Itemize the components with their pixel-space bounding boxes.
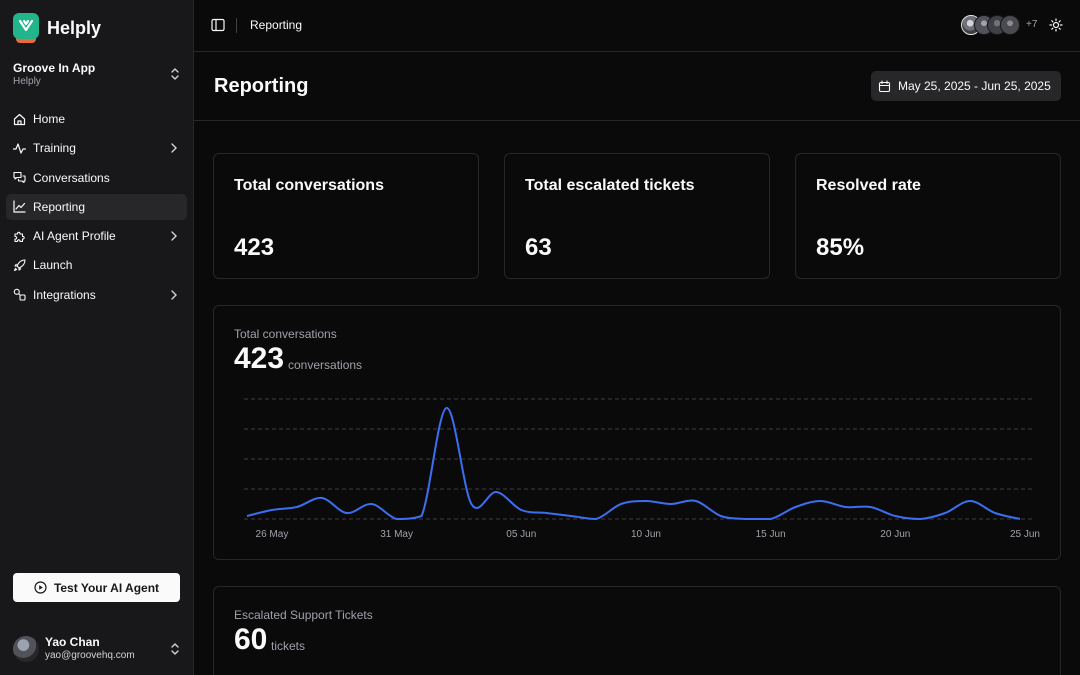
- sidebar-item-training[interactable]: Training: [6, 135, 187, 161]
- sidebar-item-home[interactable]: Home: [6, 106, 187, 132]
- test-ai-agent-label: Test Your AI Agent: [53, 580, 160, 595]
- x-tick-label: 25 Jun: [1010, 529, 1040, 540]
- user-menu[interactable]: Yao Chan yao@groovehq.com: [13, 634, 181, 664]
- home-icon: [13, 113, 26, 126]
- rocket-icon: [13, 259, 26, 272]
- workspace-switcher[interactable]: Groove In App Helply: [13, 61, 181, 91]
- sidebar-item-label: Training: [33, 141, 76, 156]
- workspace-sub: Helply: [13, 76, 41, 87]
- theme-toggle-sun-icon[interactable]: [1049, 18, 1063, 32]
- x-tick-label: 05 Jun: [506, 529, 536, 540]
- calendar-icon: [878, 79, 891, 92]
- stat-card-total-conversations: Total conversations 423: [213, 153, 479, 279]
- brand-name: Helply: [47, 17, 102, 38]
- brand[interactable]: Helply: [13, 13, 101, 43]
- stat-title: Total conversations: [234, 177, 384, 194]
- chat-icon: [13, 171, 26, 184]
- sidebar-item-label: AI Agent Profile: [33, 229, 116, 244]
- chart-total: 60: [234, 623, 268, 656]
- topbar: Reporting +7: [194, 0, 1080, 52]
- chart-line-icon: [13, 200, 26, 213]
- chart-unit: conversations: [288, 358, 363, 372]
- stat-title: Resolved rate: [816, 177, 921, 194]
- activity-icon: [13, 142, 26, 155]
- x-tick-label: 10 Jun: [631, 529, 661, 540]
- sidebar-item-conversations[interactable]: Conversations: [6, 165, 187, 191]
- conversations-chart-card: Total conversations 423 conversations 26…: [213, 305, 1061, 560]
- breadcrumb[interactable]: Reporting: [250, 18, 303, 32]
- sidebar-item-label: Integrations: [33, 287, 96, 302]
- chart-caption: Total conversations: [234, 327, 337, 341]
- chart-unit: tickets: [271, 639, 306, 653]
- helply-logo-icon: [13, 13, 39, 43]
- stat-card-escalated-tickets: Total escalated tickets 63: [504, 153, 770, 279]
- topbar-divider: [236, 18, 237, 33]
- sidebar-toggle-icon[interactable]: [211, 18, 225, 32]
- user-email: yao@groovehq.com: [45, 650, 135, 661]
- date-range-label: May 25, 2025 - Jun 25, 2025: [898, 79, 1051, 93]
- sidebar: Helply Groove In App Helply Home Trainin…: [0, 0, 194, 675]
- x-tick-label: 26 May: [256, 529, 289, 540]
- test-ai-agent-button[interactable]: Test Your AI Agent: [13, 573, 180, 602]
- sidebar-item-label: Reporting: [33, 199, 86, 214]
- page-title: Reporting: [214, 75, 309, 97]
- series-line-conversations: [246, 406, 1021, 521]
- x-tick-label: 31 May: [380, 529, 413, 540]
- collaborator-avatars[interactable]: [961, 15, 1020, 35]
- chart-total: 423: [234, 342, 285, 375]
- chevron-right-icon: [171, 290, 177, 300]
- sidebar-item-integrations[interactable]: Integrations: [6, 282, 187, 308]
- conversations-line-chart: 26 May 31 May 05 Jun 10 Jun 15 Jun 20 Jun 25 J…: [244, 398, 1040, 540]
- workspace-name: Groove In App: [13, 61, 96, 75]
- x-tick-label: 15 Jun: [756, 529, 786, 540]
- stat-value: 85%: [816, 234, 865, 261]
- avatar: [13, 636, 39, 662]
- chevrons-up-down-icon: [171, 643, 179, 655]
- stat-value: 423: [234, 234, 275, 261]
- avatar: [1000, 15, 1020, 35]
- escalated-tickets-chart-card: Escalated Support Tickets 60 tickets: [213, 586, 1061, 675]
- chart-caption: Escalated Support Tickets: [234, 608, 373, 622]
- chevron-right-icon: [171, 231, 177, 241]
- sidebar-item-reporting[interactable]: Reporting: [6, 193, 187, 220]
- date-range-picker[interactable]: May 25, 2025 - Jun 25, 2025: [871, 71, 1061, 101]
- shapes-icon: [13, 288, 26, 301]
- x-tick-label: 20 Jun: [880, 529, 910, 540]
- chevrons-up-down-icon: [171, 68, 179, 80]
- sidebar-item-ai-agent-profile[interactable]: AI Agent Profile: [6, 223, 187, 249]
- chevron-right-icon: [171, 143, 177, 153]
- stat-title: Total escalated tickets: [525, 177, 695, 194]
- more-collaborators-count[interactable]: +7: [1026, 19, 1038, 30]
- stat-card-resolved-rate: Resolved rate 85%: [795, 153, 1061, 279]
- sidebar-item-label: Launch: [33, 258, 73, 273]
- stat-value: 63: [525, 234, 552, 261]
- sidebar-item-launch[interactable]: Launch: [6, 252, 187, 278]
- sidebar-item-label: Home: [33, 112, 66, 126]
- user-name: Yao Chan: [45, 635, 100, 649]
- sidebar-nav: Home Training Conversations Reporting AI…: [6, 106, 187, 311]
- page-header: Reporting May 25, 2025 - Jun 25, 2025: [194, 52, 1080, 121]
- sidebar-item-label: Conversations: [33, 170, 110, 185]
- puzzle-icon: [13, 230, 26, 243]
- play-circle-icon: [34, 581, 47, 594]
